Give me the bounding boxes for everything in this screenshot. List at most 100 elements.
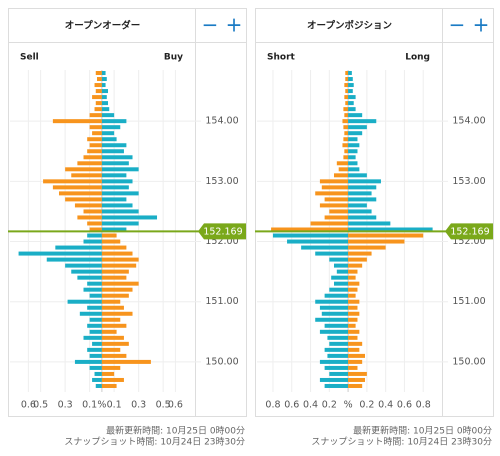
bar	[101, 317, 121, 322]
bar	[348, 185, 377, 190]
panel-title: オープンポジション	[307, 20, 392, 32]
x-tick-label: 0.1	[82, 400, 97, 411]
bar	[348, 377, 365, 382]
bar	[101, 233, 117, 238]
bar	[101, 287, 133, 292]
bar	[321, 185, 349, 190]
zoom-button[interactable]: −	[449, 13, 466, 37]
bar	[101, 101, 109, 106]
bar	[348, 167, 360, 172]
x-tick-label: 0.2	[322, 400, 337, 411]
bar	[101, 155, 133, 160]
bar	[83, 209, 102, 214]
bar	[348, 155, 356, 160]
bar	[319, 329, 349, 334]
bar	[87, 347, 102, 352]
current-price-label: 152.169	[450, 226, 489, 237]
bar	[101, 281, 139, 286]
bar	[89, 227, 102, 232]
y-tick-label: 150.00	[452, 356, 485, 367]
bar	[101, 251, 133, 256]
bar	[348, 89, 353, 94]
x-tick-label: 0.5	[156, 400, 171, 411]
x-tick-label: 0.4	[303, 400, 318, 411]
current-price-tag	[445, 223, 493, 240]
series-label: Buy	[164, 53, 183, 63]
bar	[89, 113, 102, 118]
zoom-button[interactable]: +	[226, 13, 243, 37]
bar	[343, 125, 349, 130]
bar	[331, 275, 349, 280]
bar	[334, 281, 349, 286]
bar	[348, 347, 360, 352]
bar	[348, 209, 372, 214]
bar	[52, 185, 102, 190]
bar	[101, 335, 124, 340]
bar	[329, 371, 349, 376]
zoom-button[interactable]: −	[202, 13, 219, 37]
bar	[52, 119, 102, 124]
x-tick-label: 0.6	[21, 400, 36, 411]
bar	[343, 155, 349, 160]
bar	[342, 143, 349, 148]
x-tick-label: 0.8	[416, 400, 431, 411]
update-time: スナップショット時間: 10月24日 23時30分	[64, 437, 245, 448]
zoom-button[interactable]: +	[473, 13, 490, 37]
bar	[83, 335, 102, 340]
bar	[65, 263, 102, 268]
bar	[101, 323, 127, 328]
bar	[101, 137, 117, 142]
bar	[87, 149, 102, 154]
bar	[79, 311, 102, 316]
bar	[324, 383, 349, 388]
bar	[344, 131, 349, 136]
current-price-tag	[198, 223, 246, 240]
y-tick-label: 151.00	[452, 296, 485, 307]
bar	[348, 197, 377, 202]
bar	[87, 305, 102, 310]
bar	[348, 125, 367, 130]
bar	[96, 77, 102, 82]
bar	[348, 161, 358, 166]
bar	[348, 299, 360, 304]
bar	[74, 203, 102, 208]
bar	[319, 179, 349, 184]
bar	[101, 377, 124, 382]
bar	[348, 77, 353, 82]
bar	[348, 95, 356, 100]
current-price-label: 152.169	[203, 226, 242, 237]
bar	[348, 107, 356, 112]
bar	[101, 383, 117, 388]
bar	[319, 305, 349, 310]
bar	[327, 353, 349, 358]
bar	[344, 83, 349, 88]
bar	[101, 149, 124, 154]
bar	[92, 131, 102, 136]
x-tick-label: 0.6	[397, 400, 412, 411]
bar	[348, 323, 356, 328]
bar	[329, 287, 349, 292]
bar	[101, 341, 129, 346]
bar	[95, 71, 102, 76]
bar	[101, 263, 137, 268]
bar	[345, 101, 349, 106]
y-tick-label: 154.00	[452, 116, 485, 127]
bar	[95, 89, 102, 94]
bar	[101, 365, 121, 370]
bar	[94, 371, 102, 376]
x-tick-label: 0.2	[359, 400, 374, 411]
bar	[87, 323, 102, 328]
bar	[348, 173, 367, 178]
bar	[89, 329, 102, 334]
bar	[101, 143, 127, 148]
bar	[101, 305, 124, 310]
series-label: Long	[405, 53, 430, 63]
bar	[272, 233, 349, 238]
bar	[65, 167, 102, 172]
y-tick-label: 154.00	[205, 116, 238, 127]
bar	[101, 179, 133, 184]
bar	[89, 293, 102, 298]
bar	[348, 341, 363, 346]
bar	[87, 281, 102, 286]
bar	[329, 257, 349, 262]
